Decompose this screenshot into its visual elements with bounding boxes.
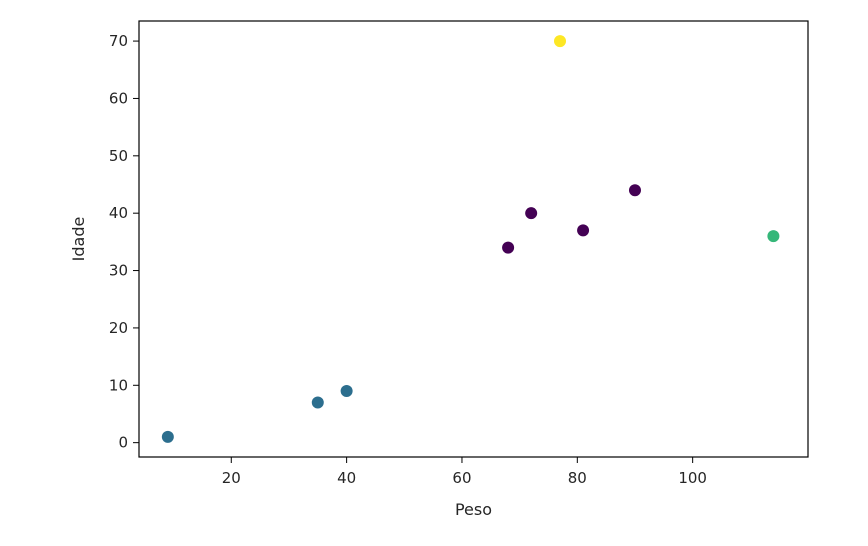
data-point-5 bbox=[577, 224, 590, 237]
data-point-3 bbox=[502, 241, 515, 254]
x-tick-label-40: 40 bbox=[337, 469, 356, 487]
y-tick-label-70: 70 bbox=[109, 32, 128, 50]
data-point-2 bbox=[340, 385, 353, 398]
data-point-0 bbox=[161, 430, 174, 443]
x-tick-label-20: 20 bbox=[222, 469, 241, 487]
plot-frame bbox=[138, 20, 809, 458]
y-tick-label-20: 20 bbox=[109, 319, 128, 337]
x-axis-ticks: 20 40 60 80 100 bbox=[222, 457, 707, 487]
y-tick-label-10: 10 bbox=[109, 376, 128, 394]
points-layer bbox=[161, 35, 780, 443]
y-axis-label: Idade bbox=[69, 217, 88, 262]
data-point-1 bbox=[311, 396, 324, 409]
data-point-8 bbox=[767, 230, 780, 243]
x-axis-label: Peso bbox=[455, 500, 492, 519]
x-tick-label-100: 100 bbox=[678, 469, 707, 487]
x-tick-label-80: 80 bbox=[568, 469, 587, 487]
y-tick-label-60: 60 bbox=[109, 89, 128, 107]
y-tick-label-40: 40 bbox=[109, 204, 128, 222]
x-tick-label-60: 60 bbox=[452, 469, 471, 487]
y-tick-label-50: 50 bbox=[109, 147, 128, 165]
data-point-4 bbox=[525, 207, 538, 220]
y-tick-label-30: 30 bbox=[109, 262, 128, 280]
data-point-6 bbox=[628, 184, 641, 197]
data-point-7 bbox=[554, 35, 567, 48]
y-axis-ticks: 0 10 20 30 40 50 60 70 bbox=[109, 32, 139, 452]
y-tick-label-0: 0 bbox=[118, 434, 128, 452]
